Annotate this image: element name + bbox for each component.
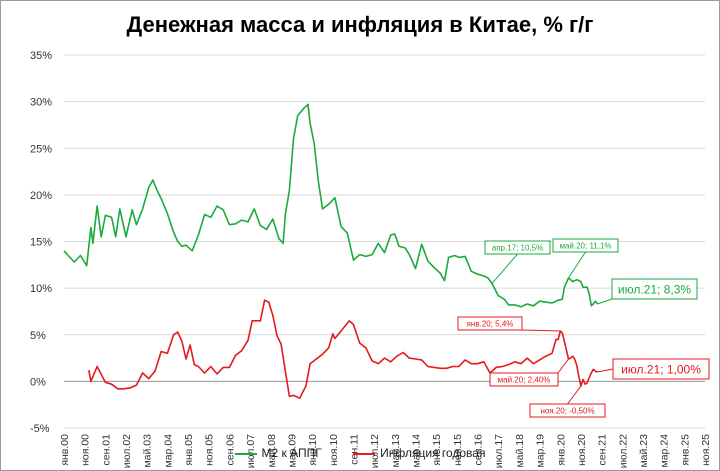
x-tick-label: янв.15 [431, 434, 443, 466]
legend-item-inflation: Инфляция годовая [353, 446, 485, 460]
x-tick-label: мар.09 [286, 434, 298, 468]
annotation-box [457, 316, 523, 331]
x-tick-label: ноя.10 [328, 434, 340, 466]
y-tick-label: 15% [30, 237, 52, 249]
x-tick-label: ноя.25 [700, 434, 712, 466]
x-tick-label: ноя.00 [80, 434, 92, 466]
y-axis-ticks: -5% 0% 5% 10% 15% 20% 25% 30% 35% [30, 50, 52, 435]
annotation-leader [597, 368, 614, 373]
y-tick-label: -5% [30, 423, 50, 435]
x-tick-label: ноя.20 [576, 434, 588, 466]
legend-item-m2: М2 к АППГ [234, 446, 322, 460]
legend-swatch-m2 [234, 452, 257, 455]
y-tick-label: 20% [30, 190, 52, 202]
x-tick-label: мар.19 [535, 434, 547, 468]
series-m2-line [63, 103, 599, 308]
annotation-leader [597, 298, 613, 305]
x-tick-label: ноя.15 [452, 434, 464, 466]
x-tick-label: июл.07 [245, 434, 257, 468]
x-tick-label: янв.10 [307, 434, 319, 466]
annotation-box [552, 238, 619, 253]
x-tick-label: мар.24 [659, 434, 671, 468]
x-tick-label: май.18 [514, 434, 526, 468]
x-tick-label: ноя.05 [204, 434, 216, 466]
y-tick-label: 0% [30, 376, 46, 388]
annotation-label: апр.17; 10,5% [492, 243, 543, 252]
annotation-label: июл.21; 8,3% [618, 282, 691, 296]
legend: М2 к АППГ Инфляция годовая [0, 446, 720, 460]
annotation-label: ноя.20; -0,50% [540, 406, 594, 415]
series-inflation-line [88, 299, 598, 399]
x-tick-label: сен.01 [100, 434, 112, 466]
x-tick-label: июл.17 [493, 434, 505, 468]
annotation-leader [567, 385, 582, 405]
y-tick-label: 25% [30, 143, 52, 155]
x-tick-label: янв.00 [59, 434, 71, 466]
x-tick-label: июл.12 [369, 434, 381, 468]
x-tick-label: сен.06 [224, 434, 236, 466]
annotations: апр.17; 10,5% май.20; 11,1% июл.21; 8,3% ян… [457, 238, 710, 418]
legend-label-m2: М2 к АППГ [261, 446, 322, 460]
x-tick-label: сен.11 [348, 434, 360, 465]
x-tick-label: сен.16 [473, 434, 485, 466]
x-tick-label: янв.05 [183, 434, 195, 466]
x-tick-label: май.13 [390, 434, 402, 468]
y-tick-label: 10% [30, 283, 52, 295]
x-tick-label: май.08 [266, 434, 278, 468]
x-axis-ticks: янв.00 ноя.00 сен.01 июл.02 май.03 мар.04 янв.… [59, 434, 712, 468]
annotation-label: июл.21; 1,00% [621, 362, 701, 376]
x-tick-label: мар.04 [162, 434, 174, 468]
x-tick-label: сен.21 [597, 434, 609, 466]
x-tick-label: янв.20 [555, 434, 567, 466]
annotation-box [489, 372, 559, 387]
annotation-label: май.20; 2,40% [498, 375, 551, 384]
chart-title: Денежная масса и инфляция в Китае, % г/г [126, 12, 594, 37]
annotation-box [529, 403, 606, 418]
x-tick-label: июл.22 [617, 434, 629, 468]
y-tick-label: 30% [30, 97, 52, 109]
annotation-label: янв.20; 5,4% [467, 319, 514, 328]
gridlines [64, 54, 705, 429]
annotation-box [612, 358, 710, 380]
annotation-label: май.20; 11,1% [559, 241, 611, 250]
x-tick-label: июл.02 [121, 434, 133, 468]
annotation-leader [568, 251, 586, 279]
legend-label-inflation: Инфляция годовая [380, 446, 486, 460]
series-lines [63, 103, 599, 399]
x-tick-label: май.03 [142, 434, 154, 468]
x-tick-label: май.23 [638, 434, 650, 468]
x-tick-label: мар.14 [411, 434, 423, 468]
x-tick-label: янв.25 [679, 434, 691, 466]
annotation-leader [557, 358, 569, 374]
annotation-leader [521, 329, 561, 332]
annotation-leader [491, 253, 518, 284]
y-tick-label: 35% [30, 50, 52, 62]
y-tick-label: 5% [30, 330, 46, 342]
legend-swatch-inflation [353, 452, 376, 455]
annotation-box [484, 240, 551, 255]
annotation-box [611, 278, 698, 300]
